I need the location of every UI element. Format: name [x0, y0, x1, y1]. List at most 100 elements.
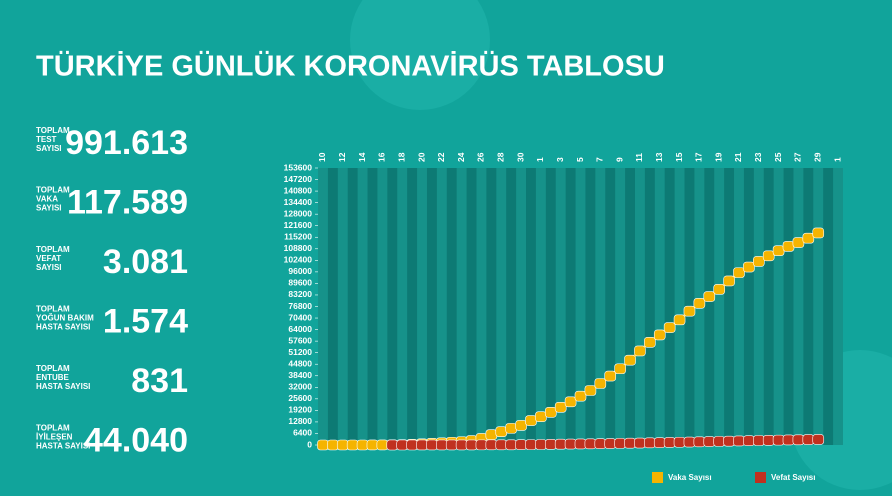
x-tick-label: 17	[694, 152, 704, 162]
data-marker	[753, 435, 765, 446]
data-marker	[475, 439, 488, 451]
column-stripe	[327, 168, 338, 445]
stat-value: 991.613	[65, 124, 188, 162]
column-stripe	[644, 168, 655, 445]
virus-decoration	[350, 0, 490, 110]
data-marker	[614, 363, 626, 375]
y-tick-label: 96000	[288, 266, 312, 276]
y-tick-label: 19200	[288, 405, 312, 415]
x-tick-label: 15	[674, 152, 684, 162]
data-marker	[733, 435, 745, 447]
data-marker	[634, 345, 646, 357]
data-marker	[644, 336, 656, 348]
column-stripe	[585, 168, 596, 445]
data-marker	[703, 436, 716, 447]
x-tick-label: 24	[456, 152, 466, 162]
x-tick-label: 18	[396, 152, 406, 162]
column-stripe	[803, 168, 814, 445]
stat-label: TEST	[36, 135, 57, 144]
y-tick-label: 70400	[288, 312, 312, 322]
x-tick-label: 14	[357, 152, 367, 162]
x-tick-label: 27	[793, 152, 803, 162]
y-tick-label: 83200	[288, 289, 312, 299]
data-marker	[812, 434, 825, 445]
stat-label: TOPLAM	[36, 126, 70, 135]
stat-value: 3.081	[103, 243, 188, 281]
data-marker	[653, 437, 666, 448]
legend-swatch	[755, 472, 766, 483]
x-tick-label: 10	[317, 152, 327, 162]
y-tick-label: 64000	[288, 324, 312, 334]
x-tick-label: 21	[733, 152, 743, 162]
x-tick-label: 26	[476, 152, 486, 162]
data-marker	[713, 436, 725, 447]
data-marker	[445, 439, 458, 451]
data-marker	[525, 439, 537, 450]
column-stripe	[347, 168, 358, 445]
stat-label: VEFAT	[36, 254, 61, 263]
data-marker	[634, 437, 646, 449]
data-marker	[802, 232, 815, 244]
x-tick-label: 9	[614, 157, 624, 162]
column-stripe	[506, 168, 517, 445]
data-marker	[366, 439, 379, 451]
stat-value: 831	[131, 362, 188, 400]
data-marker	[723, 275, 735, 287]
column-stripe	[545, 168, 556, 445]
stat-label: SAYISI	[36, 144, 62, 153]
x-tick-label: 1	[832, 157, 842, 162]
column-stripe	[704, 168, 715, 445]
x-tick-label: 12	[337, 152, 347, 162]
data-marker	[673, 314, 686, 326]
x-tick-label: 19	[713, 152, 723, 162]
data-marker	[762, 435, 775, 446]
data-marker	[495, 426, 508, 437]
y-tick-label: 108800	[284, 243, 313, 253]
x-tick-label: 13	[654, 152, 664, 162]
data-marker	[455, 439, 468, 451]
x-tick-label: 29	[812, 152, 822, 162]
data-marker	[614, 438, 626, 449]
data-marker	[683, 436, 696, 448]
data-marker	[624, 437, 636, 449]
stat-label: TOPLAM	[36, 424, 70, 433]
data-marker	[693, 298, 706, 309]
data-marker	[544, 439, 557, 450]
column-stripe	[605, 168, 616, 445]
y-tick-label: 115200	[284, 232, 312, 242]
data-marker	[376, 439, 389, 451]
stat-label: VAKA	[36, 195, 58, 204]
data-marker	[574, 390, 587, 402]
data-marker	[554, 401, 567, 413]
data-marker	[723, 435, 735, 447]
data-marker	[782, 241, 795, 252]
data-marker	[554, 438, 567, 450]
data-marker	[703, 291, 716, 302]
y-tick-label: 6400	[293, 428, 312, 438]
data-marker	[495, 439, 508, 451]
data-marker	[465, 439, 478, 451]
column-stripe	[466, 168, 477, 445]
stat-label: HASTA SAYISI	[36, 323, 90, 332]
stat-value: 117.589	[67, 183, 188, 221]
stat-label: SAYISI	[36, 263, 62, 272]
data-marker	[336, 439, 349, 451]
data-marker	[515, 439, 527, 450]
data-marker	[564, 396, 577, 408]
column-stripe	[387, 168, 398, 445]
stat-label: TOPLAM	[36, 305, 70, 314]
y-tick-label: 153600	[284, 162, 313, 172]
x-tick-label: 25	[773, 152, 783, 162]
x-tick-label: 20	[416, 152, 426, 162]
column-stripe	[446, 168, 457, 445]
stat-label: HASTA SAYISI	[36, 382, 90, 391]
data-marker	[653, 329, 666, 341]
data-marker	[624, 354, 636, 366]
data-marker	[683, 305, 696, 317]
y-tick-label: 128000	[284, 208, 313, 218]
data-marker	[485, 439, 498, 451]
data-marker	[673, 436, 686, 448]
stat-label: HASTA SAYISI	[36, 442, 90, 451]
data-marker	[406, 439, 418, 451]
data-marker	[812, 227, 825, 239]
